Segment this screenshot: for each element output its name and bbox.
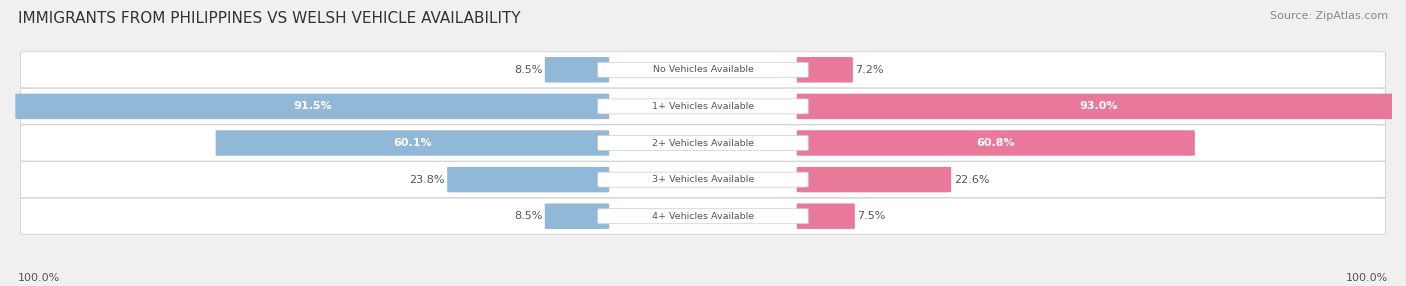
Text: 60.1%: 60.1% [394, 138, 432, 148]
FancyBboxPatch shape [21, 52, 1385, 88]
FancyBboxPatch shape [797, 203, 855, 229]
Text: 8.5%: 8.5% [513, 211, 543, 221]
Text: 60.8%: 60.8% [977, 138, 1015, 148]
Text: 1+ Vehicles Available: 1+ Vehicles Available [652, 102, 754, 111]
Text: 3+ Vehicles Available: 3+ Vehicles Available [652, 175, 754, 184]
FancyBboxPatch shape [598, 209, 808, 224]
FancyBboxPatch shape [21, 198, 1385, 234]
FancyBboxPatch shape [598, 99, 808, 114]
FancyBboxPatch shape [215, 130, 609, 156]
Text: 8.5%: 8.5% [513, 65, 543, 75]
Text: 22.6%: 22.6% [953, 175, 990, 184]
Text: 93.0%: 93.0% [1080, 102, 1118, 111]
FancyBboxPatch shape [544, 203, 609, 229]
FancyBboxPatch shape [598, 136, 808, 150]
FancyBboxPatch shape [797, 130, 1195, 156]
FancyBboxPatch shape [21, 88, 1385, 124]
Text: 7.5%: 7.5% [858, 211, 886, 221]
Text: 100.0%: 100.0% [18, 273, 60, 283]
Text: 7.2%: 7.2% [855, 65, 884, 75]
FancyBboxPatch shape [447, 167, 609, 192]
Text: 23.8%: 23.8% [409, 175, 444, 184]
Text: 91.5%: 91.5% [292, 102, 332, 111]
Text: No Vehicles Available: No Vehicles Available [652, 65, 754, 74]
FancyBboxPatch shape [21, 125, 1385, 161]
Text: 4+ Vehicles Available: 4+ Vehicles Available [652, 212, 754, 221]
FancyBboxPatch shape [21, 162, 1385, 198]
Text: 2+ Vehicles Available: 2+ Vehicles Available [652, 138, 754, 148]
FancyBboxPatch shape [598, 62, 808, 77]
Text: IMMIGRANTS FROM PHILIPPINES VS WELSH VEHICLE AVAILABILITY: IMMIGRANTS FROM PHILIPPINES VS WELSH VEH… [18, 11, 520, 26]
FancyBboxPatch shape [15, 94, 609, 119]
Text: 100.0%: 100.0% [1346, 273, 1388, 283]
FancyBboxPatch shape [598, 172, 808, 187]
FancyBboxPatch shape [544, 57, 609, 83]
FancyBboxPatch shape [797, 94, 1400, 119]
Text: Source: ZipAtlas.com: Source: ZipAtlas.com [1270, 11, 1388, 21]
FancyBboxPatch shape [797, 167, 950, 192]
FancyBboxPatch shape [797, 57, 853, 83]
